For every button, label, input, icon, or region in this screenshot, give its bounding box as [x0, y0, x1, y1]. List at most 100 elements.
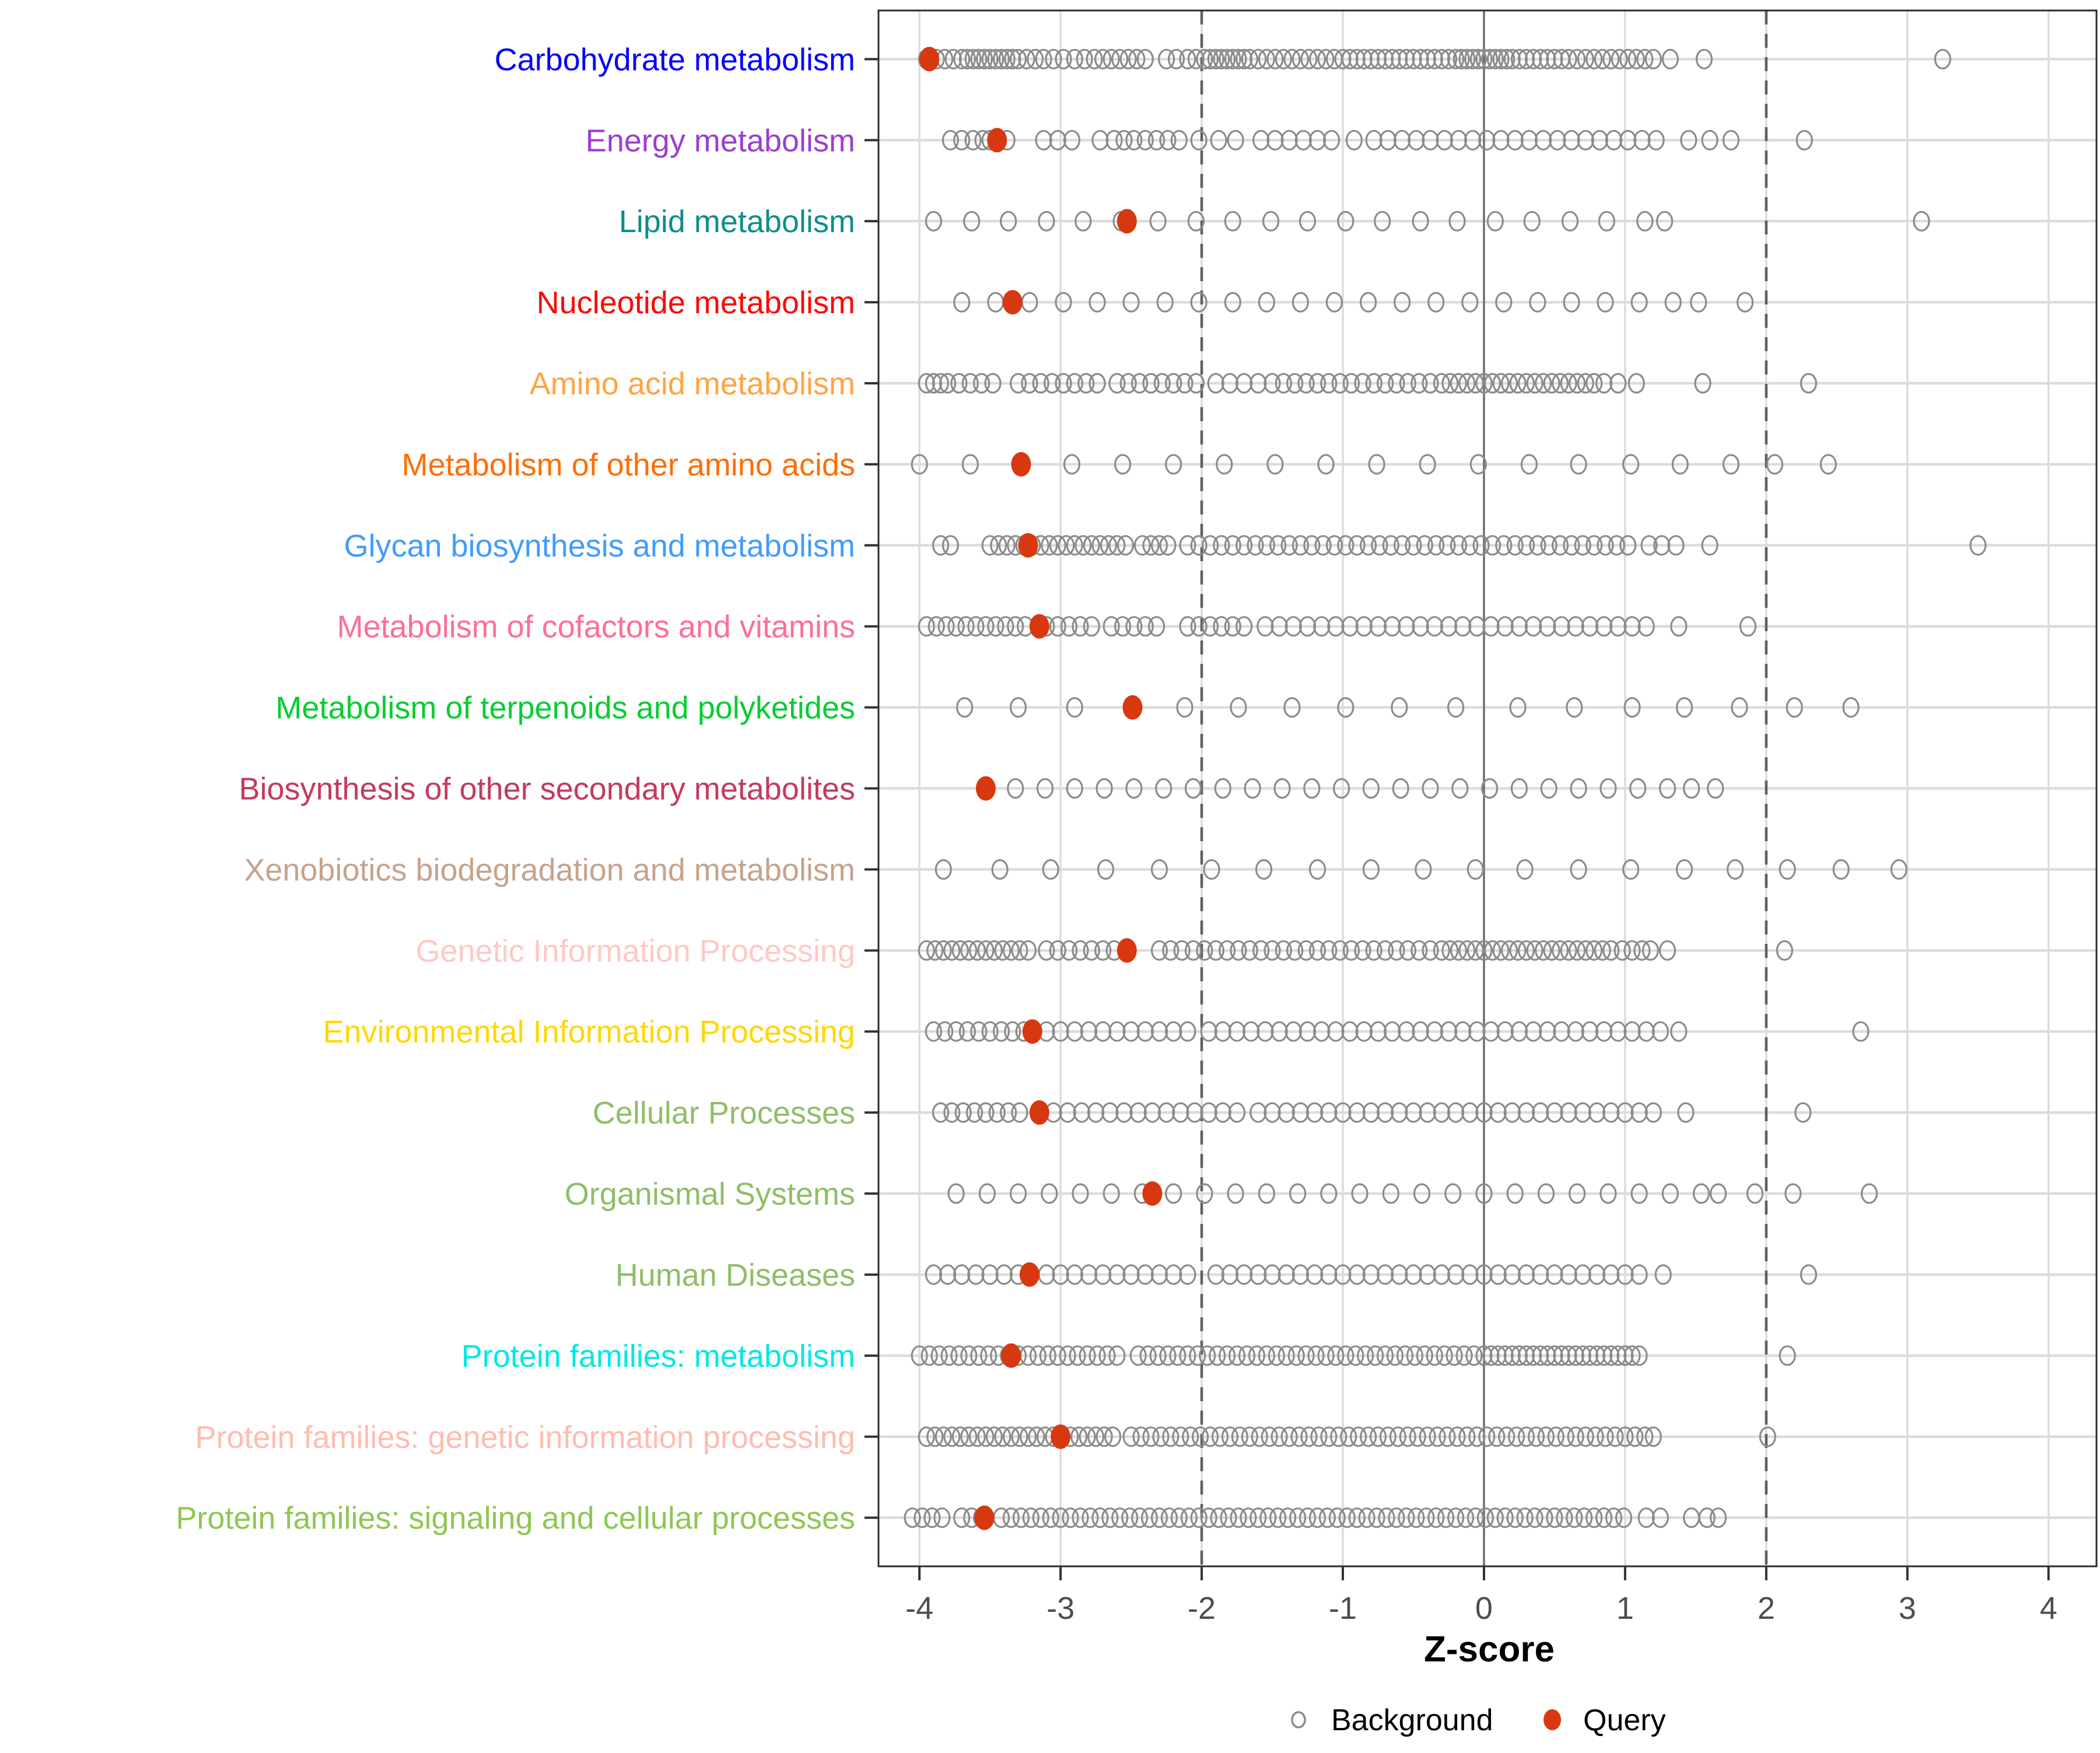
- background-point: [1186, 1102, 1203, 1123]
- background-point: [1114, 616, 1132, 637]
- background-point: [1241, 48, 1258, 69]
- background-point: [1440, 48, 1458, 69]
- background-point: [1105, 130, 1123, 151]
- background-point: [1517, 940, 1535, 961]
- background-point: [1498, 1426, 1516, 1447]
- background-point: [1532, 1264, 1549, 1285]
- background-point: [1258, 1345, 1275, 1366]
- background-point: [1150, 1507, 1168, 1528]
- background-point: [1623, 940, 1641, 961]
- background-point: [1549, 130, 1566, 151]
- background-point: [1388, 940, 1405, 961]
- background-point: [1570, 859, 1587, 880]
- background-point: [1362, 1264, 1380, 1285]
- background-point: [1644, 1426, 1662, 1447]
- background-point: [1570, 454, 1587, 475]
- background-point: [1150, 859, 1168, 880]
- background-point: [985, 940, 1003, 961]
- background-point: [1269, 1507, 1287, 1528]
- background-point: [1581, 616, 1598, 637]
- background-point: [1066, 1264, 1083, 1285]
- background-point: [1369, 1426, 1387, 1447]
- background-point: [1333, 778, 1350, 799]
- background-point: [1173, 940, 1191, 961]
- background-point: [1059, 1345, 1076, 1366]
- x-tick-labels: -4 -3 -2 -1 0 1 2 3 4: [905, 1591, 2057, 1626]
- background-point: [980, 1345, 998, 1366]
- background-point: [1360, 292, 1377, 313]
- background-point: [1658, 940, 1676, 961]
- background-point: [1737, 292, 1754, 313]
- data-points: [904, 47, 1987, 1530]
- background-point: [1378, 1507, 1395, 1528]
- background-point: [1440, 616, 1458, 637]
- background-point: [999, 1102, 1017, 1123]
- background-point: [1651, 1021, 1669, 1042]
- x-axis-ticks: [918, 1566, 2050, 1580]
- background-point: [1510, 1345, 1528, 1366]
- background-point: [1651, 1507, 1669, 1528]
- background-point: [1231, 1426, 1248, 1447]
- background-point: [1506, 535, 1524, 556]
- y-axis-ticks: [864, 58, 878, 1519]
- background-point: [1766, 454, 1783, 475]
- background-point: [1125, 616, 1143, 637]
- background-point: [975, 48, 993, 69]
- background-point: [981, 1021, 999, 1042]
- background-point: [1779, 1345, 1796, 1366]
- background-point: [921, 1345, 938, 1366]
- background-point: [1298, 616, 1317, 637]
- background-point: [1498, 48, 1516, 69]
- background-point: [1569, 48, 1586, 69]
- background-point: [1307, 1345, 1325, 1366]
- background-point: [1461, 1264, 1479, 1285]
- query-point: [1051, 1424, 1071, 1449]
- background-point: [1369, 48, 1387, 69]
- background-point: [1913, 211, 1930, 232]
- background-point: [1602, 1102, 1620, 1123]
- background-point: [1556, 1507, 1573, 1528]
- background-point: [1658, 778, 1676, 799]
- background-point: [1441, 373, 1459, 394]
- background-point: [1413, 1183, 1431, 1204]
- background-point: [1179, 1264, 1196, 1285]
- background-point: [1190, 130, 1208, 151]
- background-point: [1035, 130, 1052, 151]
- background-point: [1495, 292, 1513, 313]
- background-point: [1189, 1345, 1206, 1366]
- background-point: [923, 1507, 941, 1528]
- background-point: [1546, 1102, 1563, 1123]
- background-point: [1083, 616, 1100, 637]
- background-point: [1313, 616, 1331, 637]
- background-point: [1695, 48, 1713, 69]
- background-point: [1187, 211, 1205, 232]
- background-point: [947, 1183, 965, 1204]
- background-point: [953, 1264, 971, 1285]
- background-point: [1553, 1021, 1570, 1042]
- background-point: [1004, 1021, 1021, 1042]
- background-point: [925, 373, 943, 394]
- background-point: [947, 616, 965, 637]
- background-point: [1727, 859, 1744, 880]
- background-point: [1072, 1507, 1089, 1528]
- background-point: [1159, 130, 1177, 151]
- background-point: [1252, 130, 1270, 151]
- background-point: [1644, 48, 1662, 69]
- background-point: [1320, 1264, 1338, 1285]
- background-point: [1506, 1507, 1524, 1528]
- background-point: [970, 48, 988, 69]
- background-point: [1609, 1021, 1627, 1042]
- background-point: [1692, 1183, 1710, 1204]
- background-point: [1190, 616, 1208, 637]
- background-point: [1422, 940, 1439, 961]
- background-point: [1458, 48, 1476, 69]
- background-point: [1066, 1021, 1083, 1042]
- background-point: [1072, 616, 1089, 637]
- background-point: [1256, 1021, 1274, 1042]
- background-point: [1560, 1264, 1577, 1285]
- background-point: [1440, 1021, 1458, 1042]
- background-point: [1637, 1021, 1655, 1042]
- background-point: [1616, 1102, 1634, 1123]
- background-point: [1539, 616, 1556, 637]
- background-point: [1032, 1507, 1049, 1528]
